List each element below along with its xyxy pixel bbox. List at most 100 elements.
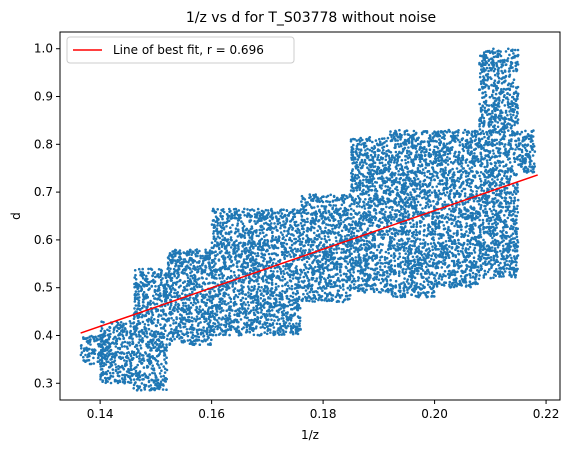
scatter-point [134, 371, 138, 375]
scatter-point [195, 335, 198, 338]
scatter-point [214, 313, 218, 317]
scatter-point [224, 329, 228, 333]
scatter-point [211, 246, 215, 250]
scatter-point [239, 333, 243, 337]
scatter-point [146, 320, 150, 323]
scatter-point [247, 304, 251, 307]
scatter-point [291, 277, 295, 280]
scatter-point [339, 219, 343, 222]
scatter-point [112, 360, 116, 364]
scatter-point [298, 237, 302, 241]
scatter-point [306, 236, 310, 240]
scatter-point [343, 298, 347, 301]
scatter-point [354, 150, 358, 153]
scatter-point [327, 209, 331, 213]
scatter-point [316, 269, 319, 272]
scatter-point [162, 286, 166, 290]
scatter-point [130, 368, 133, 372]
scatter-point [213, 322, 217, 326]
scatter-point [311, 273, 315, 276]
scatter-point [80, 347, 83, 350]
scatter-point [231, 214, 234, 218]
scatter-point [300, 271, 304, 274]
scatter-point [273, 313, 276, 317]
scatter-point [273, 266, 277, 270]
scatter-point [363, 278, 367, 282]
scatter-point [117, 367, 120, 371]
scatter-point [92, 362, 96, 365]
scatter-point [338, 284, 341, 288]
scatter-point [145, 342, 148, 346]
scatter-point [265, 275, 269, 279]
scatter-point [154, 340, 157, 344]
scatter-point [280, 245, 284, 248]
scatter-point [182, 310, 186, 314]
scatter-point [116, 326, 120, 330]
scatter-point [258, 322, 261, 325]
scatter-point [106, 328, 109, 332]
scatter-point [293, 312, 297, 315]
scatter-point [241, 226, 245, 230]
scatter-point [378, 259, 382, 262]
scatter-point [144, 375, 147, 379]
scatter-point [199, 256, 202, 260]
scatter-point [265, 264, 269, 267]
scatter-point [90, 352, 93, 355]
scatter-point [260, 219, 263, 222]
scatter-point [246, 307, 250, 310]
scatter-point [137, 330, 141, 334]
scatter-point [265, 313, 268, 316]
scatter-point [255, 216, 258, 219]
scatter-point [263, 239, 267, 242]
scatter-point [114, 351, 117, 354]
scatter-point [254, 258, 258, 261]
scatter-point [240, 250, 244, 253]
scatter-point [188, 310, 192, 314]
scatter-point [344, 291, 348, 295]
scatter-point [151, 343, 155, 347]
scatter-point [169, 324, 172, 327]
scatter-point [212, 232, 215, 235]
scatter-point [364, 178, 368, 181]
scatter-point [191, 333, 195, 337]
scatter-point [121, 380, 125, 384]
scatter-point [229, 230, 233, 233]
scatter-point [198, 328, 201, 331]
scatter-point [142, 354, 145, 357]
scatter-point [205, 327, 209, 330]
scatter-point [297, 329, 300, 332]
scatter-point [97, 338, 101, 341]
scatter-point [383, 258, 387, 261]
scatter-point [263, 331, 267, 334]
scatter-point [360, 215, 364, 218]
scatter-point [257, 217, 261, 220]
scatter-point [255, 301, 258, 305]
scatter-point [351, 265, 355, 268]
scatter-point [219, 240, 223, 244]
scatter-point [181, 289, 185, 292]
scatter-point [150, 316, 153, 319]
scatter-point [355, 163, 359, 167]
scatter-point [244, 297, 248, 301]
scatter-point [250, 323, 254, 326]
scatter-point [194, 284, 198, 287]
scatter-point [99, 374, 103, 378]
scatter-point [329, 232, 333, 235]
scatter-point [264, 323, 267, 326]
scatter-point [271, 294, 275, 298]
scatter-point [371, 221, 375, 225]
scatter-point [360, 247, 364, 250]
scatter-point [279, 278, 282, 282]
scatter-point [265, 260, 269, 264]
scatter-point [348, 193, 352, 196]
scatter-point [137, 299, 141, 302]
scatter-point [365, 272, 369, 276]
scatter-point [313, 222, 316, 225]
scatter-point [346, 297, 350, 301]
scatter-point [227, 242, 230, 245]
scatter-point [220, 215, 223, 219]
scatter-point [283, 229, 286, 233]
scatter-point [190, 316, 194, 319]
scatter-point [139, 307, 142, 311]
scatter-point [338, 224, 342, 227]
